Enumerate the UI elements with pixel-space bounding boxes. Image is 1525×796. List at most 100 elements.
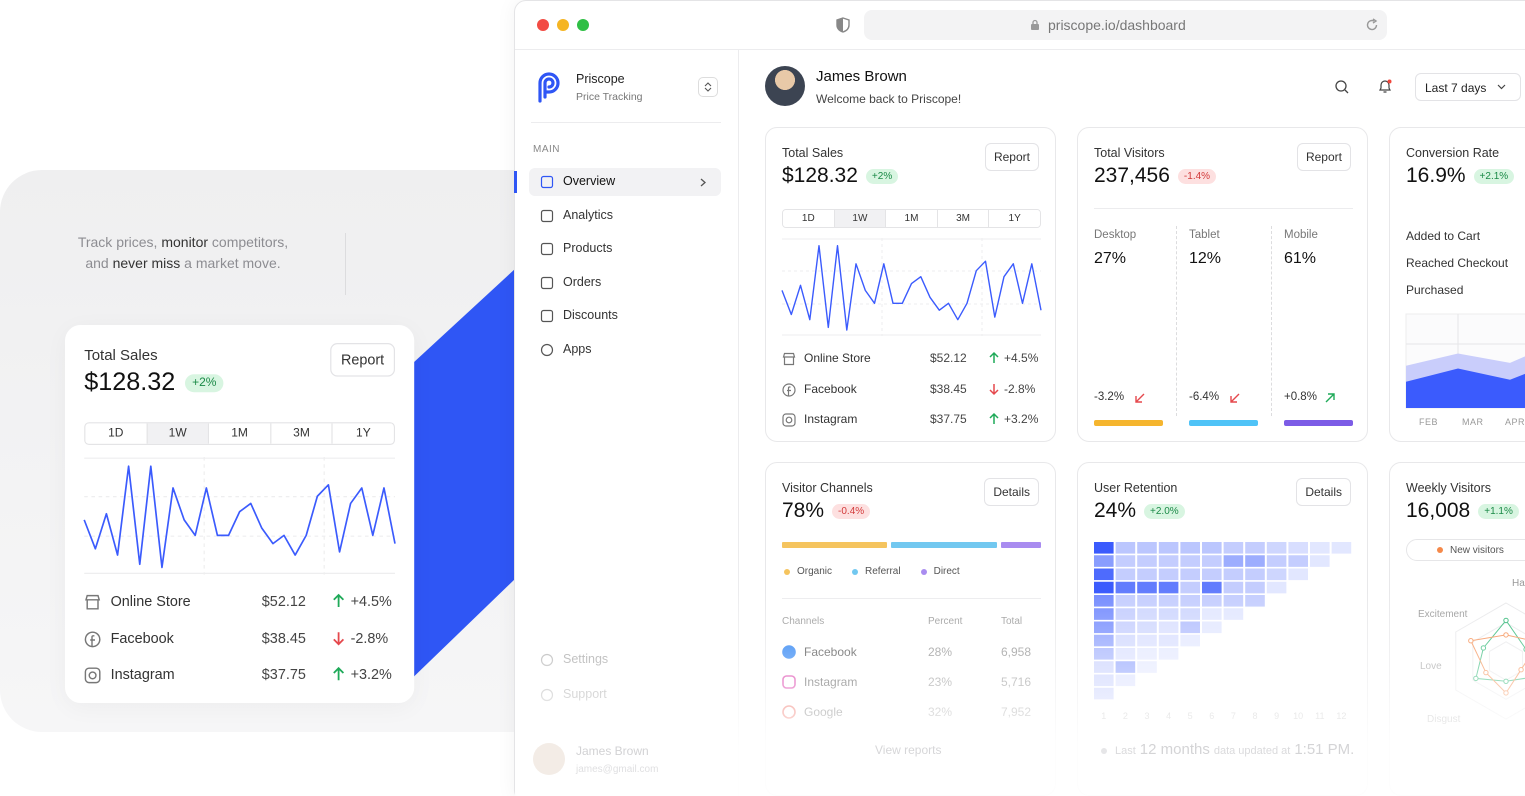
channel-change: -2.8% <box>350 629 389 646</box>
workspace-switcher[interactable] <box>698 77 718 97</box>
heatmap-cell <box>1310 542 1330 554</box>
legend-dot <box>852 568 859 575</box>
nav-item[interactable]: Orders <box>563 274 602 289</box>
heatmap-cell <box>1158 542 1179 554</box>
legend-label: Organic <box>797 566 833 577</box>
nav-icon <box>540 175 554 189</box>
channel-change: +4.5% <box>350 592 392 610</box>
maximize-dot[interactable] <box>577 19 589 31</box>
range-option[interactable]: 3M <box>936 210 989 227</box>
heatmap-cell <box>1223 542 1244 554</box>
channel-change: +4.5% <box>1004 351 1039 365</box>
nav-icon <box>540 243 554 256</box>
status-dot <box>1101 748 1107 754</box>
nav-highlight <box>529 168 721 196</box>
range-option[interactable]: 3M <box>269 423 332 444</box>
range-option[interactable]: 1Y <box>988 210 1040 227</box>
card-button[interactable]: Details <box>1296 478 1351 506</box>
channel-amount: $38.45 <box>261 629 306 646</box>
range-option[interactable]: 1M <box>208 423 270 444</box>
funnel-step: Reached Checkout <box>1406 256 1509 270</box>
range-option[interactable]: 1D <box>85 423 147 444</box>
range-option[interactable]: 1D <box>783 210 834 227</box>
arrow-path <box>1135 393 1145 403</box>
heatmap-cell <box>1180 555 1200 567</box>
card: Conversion Rate 16.9% +2.1% Added to Cart Re… <box>1389 127 1525 442</box>
heatmap-cell <box>1094 568 1114 581</box>
legend-dot <box>920 568 927 575</box>
facebook-f <box>787 385 791 396</box>
status-part: data updated at <box>1213 745 1291 757</box>
icon-shape <box>540 209 554 222</box>
card-button[interactable]: Report <box>1296 143 1351 171</box>
trend-arrow <box>1135 393 1145 403</box>
divider <box>531 122 721 123</box>
nav-item[interactable]: Analytics <box>563 207 614 222</box>
trend-arrow <box>333 631 345 645</box>
heatmap-cell <box>1223 581 1244 594</box>
range-selector: 1D 1W 1M 3M 1Y <box>782 209 1041 228</box>
reload-icon[interactable] <box>1365 18 1379 32</box>
chevron <box>700 178 706 187</box>
greeting: Welcome back to Priscope! <box>816 92 962 106</box>
nav-item[interactable]: Discounts <box>563 308 618 323</box>
device-share: 12% <box>1189 250 1222 267</box>
user-name: James Brown <box>816 68 907 85</box>
card-title: Weekly Visitors <box>1406 481 1491 495</box>
range-option[interactable]: 1W <box>146 423 209 444</box>
switch-icon <box>704 82 712 92</box>
legend-dot <box>1437 547 1443 553</box>
close-dot[interactable] <box>537 19 549 31</box>
heatmap-cell <box>1115 581 1136 594</box>
nav-item[interactable]: Products <box>563 241 613 256</box>
device-share: 27% <box>1094 250 1127 267</box>
tagline-part: Track prices, <box>77 234 158 250</box>
icon-shape <box>540 175 554 189</box>
icon-shape <box>540 343 554 357</box>
sparkline <box>781 245 1042 331</box>
instagram-lens <box>785 416 793 424</box>
card-button[interactable]: Report <box>984 143 1039 171</box>
heatmap-cell <box>1310 555 1330 567</box>
channel-change: -2.8% <box>1004 381 1036 396</box>
trend-arrow <box>1325 393 1335 403</box>
hero-tagline: Track prices, monitor competitors, and n… <box>40 232 326 274</box>
channel-amount: $37.75 <box>261 665 306 683</box>
range-option[interactable]: 1M <box>885 210 937 227</box>
radar-label: Hap <box>1512 578 1525 589</box>
date-range-select[interactable]: Last 7 days <box>1415 73 1521 101</box>
range-option[interactable]: 1Y <box>331 423 394 444</box>
tagline-part: never miss <box>112 255 181 271</box>
channel-icon <box>782 352 796 366</box>
minimize-dot[interactable] <box>557 19 569 31</box>
heatmap-cell <box>1266 555 1287 567</box>
footer-link[interactable]: View reports <box>875 743 942 757</box>
month-label: APR <box>1505 417 1525 427</box>
url-bar[interactable]: priscope.io/dashboard <box>864 10 1387 40</box>
arrow-path <box>1325 393 1335 403</box>
store-shape <box>782 352 796 366</box>
nav-item[interactable]: Apps <box>563 342 592 356</box>
card-button[interactable]: Report <box>330 343 395 377</box>
card: Total Visitors 237,456 -1.4% Report Desktop 2… <box>1077 127 1368 442</box>
nav-item[interactable]: Overview <box>563 174 616 188</box>
legend-item: Direct <box>920 566 960 577</box>
status-part: Last <box>1115 745 1136 757</box>
heatmap-cell <box>1094 555 1114 567</box>
arrow-path <box>1230 393 1240 403</box>
channel-name: Instagram <box>110 665 175 683</box>
channel-change: +3.2% <box>1004 412 1039 426</box>
card-button[interactable]: Details <box>984 478 1039 506</box>
range-option[interactable]: 1W <box>833 210 886 227</box>
arrow-path <box>333 631 345 645</box>
heatmap-cell <box>1245 542 1265 554</box>
card-value: 78% <box>782 499 825 522</box>
tagline-part: competitors, <box>211 234 289 250</box>
heatmap-cell <box>1180 581 1200 594</box>
column-separator <box>1176 226 1177 416</box>
heatmap-cell <box>1137 555 1157 567</box>
sidebar-user-email: james@gmail.com <box>576 764 659 775</box>
conversion-chart <box>1405 313 1525 409</box>
channel-amount: $52.12 <box>261 592 306 610</box>
card-title: Visitor Channels <box>782 481 873 495</box>
